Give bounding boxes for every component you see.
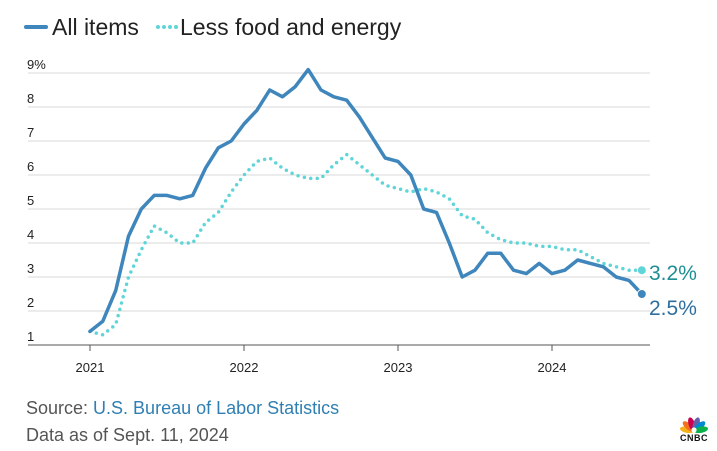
gridlines (28, 72, 650, 312)
peacock-icon (679, 417, 709, 434)
cnbc-logo-text: CNBC (680, 433, 708, 443)
end-marker-less-food-energy (636, 265, 647, 276)
y-tick-label: 4 (27, 227, 34, 242)
y-tick-label: 9% (27, 57, 46, 72)
cnbc-logo: CNBC (676, 411, 712, 445)
y-tick-label: 3 (27, 261, 34, 276)
x-tick-label: 2021 (76, 360, 105, 375)
series-line-all-items (88, 67, 644, 334)
x-tick-label: 2024 (538, 360, 567, 375)
end-labels: 3.2% 2.5% (636, 262, 697, 320)
y-tick-label: 1 (27, 329, 34, 344)
peacock-feather (693, 426, 709, 434)
y-tick-label: 6 (27, 159, 34, 174)
series-line-less-food-energy (88, 152, 644, 337)
x-axis: 2021 2022 2023 2024 (28, 344, 650, 375)
legend: All items Less food and energy (24, 14, 402, 40)
peacock-body (691, 427, 697, 433)
y-axis-ticks: 9% 8 7 6 5 4 3 2 1 (27, 57, 46, 344)
y-tick-label: 7 (27, 125, 34, 140)
end-label-less-food-energy: 3.2% (649, 262, 697, 285)
source-link[interactable]: U.S. Bureau of Labor Statistics (93, 398, 340, 418)
end-label-all-items: 2.5% (649, 297, 697, 320)
y-tick-label: 2 (27, 295, 34, 310)
source-prefix: Source: (26, 398, 94, 418)
y-tick-label: 8 (27, 91, 34, 106)
y-tick-label: 5 (27, 193, 34, 208)
legend-label-less-food-energy: Less food and energy (180, 14, 402, 40)
legend-label-all-items: All items (52, 14, 139, 40)
x-tick-label: 2022 (230, 360, 259, 375)
data-as-of: Data as of Sept. 11, 2024 (26, 425, 229, 445)
end-marker-all-items (636, 289, 647, 299)
series-lines (88, 67, 644, 337)
source-line: Source: U.S. Bureau of Labor Statistics (26, 398, 339, 419)
x-tick-label: 2023 (384, 360, 413, 375)
